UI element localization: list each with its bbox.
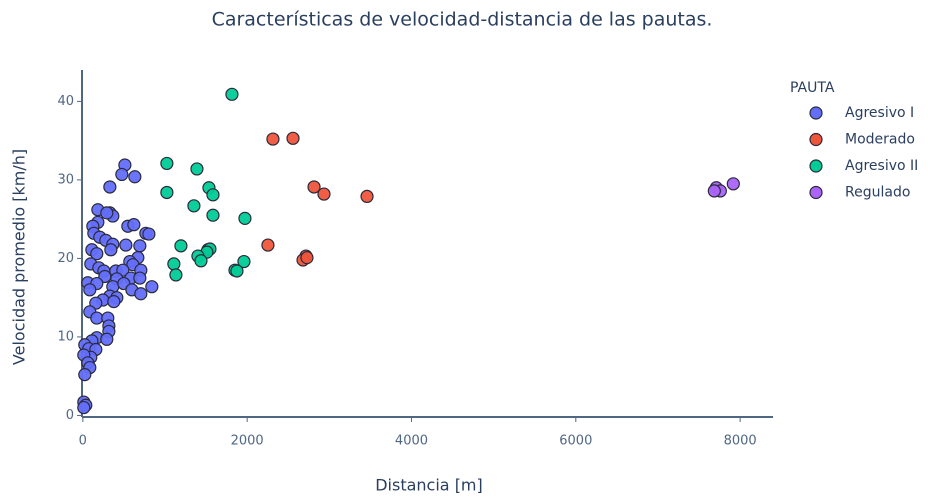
x-tick-label: 4000 — [395, 434, 428, 449]
point — [174, 239, 188, 253]
point — [133, 239, 147, 253]
point — [360, 189, 374, 203]
point — [160, 156, 174, 171]
point — [103, 180, 117, 194]
point — [286, 131, 300, 145]
point — [206, 208, 220, 222]
point — [307, 180, 321, 194]
point — [230, 264, 244, 278]
point — [133, 271, 147, 285]
point — [261, 238, 275, 252]
point — [104, 243, 118, 257]
point — [238, 211, 252, 225]
point — [187, 199, 201, 213]
point — [100, 332, 114, 346]
y-tick-label: 40 — [57, 94, 74, 109]
y-axis-title: Velocidad promedio [km/h] — [10, 149, 29, 365]
point — [78, 368, 92, 382]
legend-label[interactable]: Agresivo I — [845, 105, 914, 121]
y-tick-label: 20 — [57, 251, 74, 266]
point — [90, 247, 104, 261]
point — [194, 254, 208, 268]
point — [77, 400, 91, 415]
point — [317, 187, 331, 201]
legend-marker[interactable] — [809, 106, 823, 120]
legend-title: PAUTA — [790, 80, 835, 96]
legend-label[interactable]: Moderado — [845, 132, 915, 148]
point — [160, 185, 174, 200]
point — [169, 268, 183, 282]
legend-marker[interactable] — [809, 185, 823, 200]
y-tick-label: 30 — [57, 172, 74, 187]
point — [119, 238, 133, 252]
point — [300, 251, 314, 265]
point — [127, 218, 141, 232]
x-tick-label: 6000 — [559, 434, 592, 449]
point — [190, 162, 204, 176]
point — [707, 184, 721, 198]
point — [128, 170, 142, 184]
x-tick-label: 8000 — [724, 434, 757, 449]
point — [266, 132, 280, 146]
y-tick-label: 0 — [66, 408, 74, 423]
point — [145, 280, 159, 294]
point — [134, 287, 148, 301]
point — [142, 227, 156, 241]
point — [83, 283, 97, 297]
legend-marker[interactable] — [809, 159, 823, 173]
point — [237, 254, 251, 269]
legend-label[interactable]: Regulado — [845, 185, 910, 201]
legend-marker[interactable] — [809, 132, 823, 147]
x-axis-title: Distancia [m] — [375, 476, 483, 495]
legend-label[interactable]: Agresivo II — [845, 158, 918, 174]
point — [90, 311, 104, 325]
point — [206, 188, 220, 202]
y-tick-label: 10 — [57, 329, 74, 344]
point — [225, 87, 239, 101]
x-tick-label: 0 — [79, 434, 87, 449]
point — [726, 177, 740, 191]
x-tick-label: 2000 — [231, 434, 264, 449]
chart-title: Características de velocidad-distancia d… — [212, 9, 713, 31]
point — [100, 206, 114, 220]
point — [107, 294, 121, 309]
point — [167, 257, 181, 271]
point — [115, 167, 129, 182]
